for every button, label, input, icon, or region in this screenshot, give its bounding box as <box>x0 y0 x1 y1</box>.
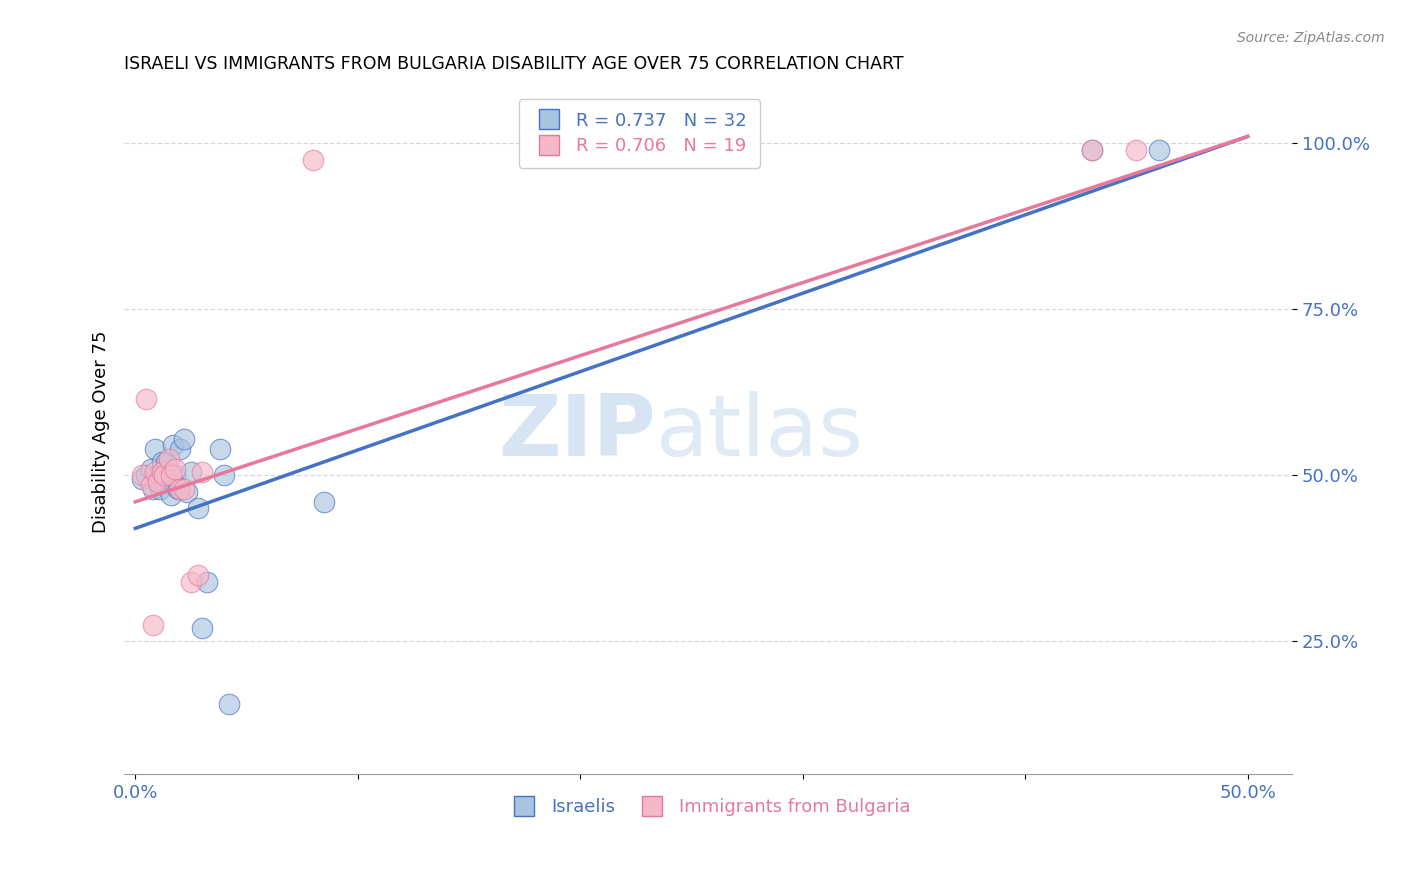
Point <box>169 482 191 496</box>
Point <box>214 468 236 483</box>
Point <box>165 461 187 475</box>
Point <box>146 468 169 483</box>
Text: ZIP: ZIP <box>498 391 655 474</box>
Y-axis label: Disability Age Over 75: Disability Age Over 75 <box>93 331 110 533</box>
Point <box>135 468 157 483</box>
Point <box>165 478 187 492</box>
Point <box>153 468 176 483</box>
Point <box>162 438 184 452</box>
Point <box>142 617 165 632</box>
Point <box>314 495 336 509</box>
Point <box>149 482 172 496</box>
Point <box>195 574 218 589</box>
Point <box>131 468 153 483</box>
Point <box>218 698 240 712</box>
Point <box>146 471 169 485</box>
Point <box>160 468 183 483</box>
Point <box>180 574 202 589</box>
Point <box>1125 143 1147 157</box>
Point <box>150 455 173 469</box>
Point <box>302 153 325 167</box>
Point <box>169 442 191 456</box>
Text: ISRAELI VS IMMIGRANTS FROM BULGARIA DISABILITY AGE OVER 75 CORRELATION CHART: ISRAELI VS IMMIGRANTS FROM BULGARIA DISA… <box>124 55 904 73</box>
Text: atlas: atlas <box>655 391 863 474</box>
Point <box>131 471 153 485</box>
Point <box>135 392 157 406</box>
Point <box>187 567 209 582</box>
Point <box>150 465 173 479</box>
Point <box>139 478 162 492</box>
Point <box>160 468 183 483</box>
Point <box>153 465 176 479</box>
Point <box>173 482 195 496</box>
Point <box>1147 143 1170 157</box>
Point <box>145 442 167 456</box>
Point <box>155 455 177 469</box>
Point <box>165 468 187 483</box>
Point <box>176 484 198 499</box>
Point <box>191 621 214 635</box>
Legend: Israelis, Immigrants from Bulgaria: Israelis, Immigrants from Bulgaria <box>499 791 917 823</box>
Point <box>153 475 176 489</box>
Text: Source: ZipAtlas.com: Source: ZipAtlas.com <box>1237 31 1385 45</box>
Point <box>166 482 188 496</box>
Point <box>157 468 180 483</box>
Point <box>142 482 165 496</box>
Point <box>208 442 231 456</box>
Point <box>191 465 214 479</box>
Point <box>146 475 169 489</box>
Point <box>160 488 183 502</box>
Point <box>145 465 167 479</box>
Point <box>139 461 162 475</box>
Point <box>157 451 180 466</box>
Point <box>187 501 209 516</box>
Point <box>180 465 202 479</box>
Point <box>1081 143 1104 157</box>
Point <box>173 432 195 446</box>
Point <box>1081 143 1104 157</box>
